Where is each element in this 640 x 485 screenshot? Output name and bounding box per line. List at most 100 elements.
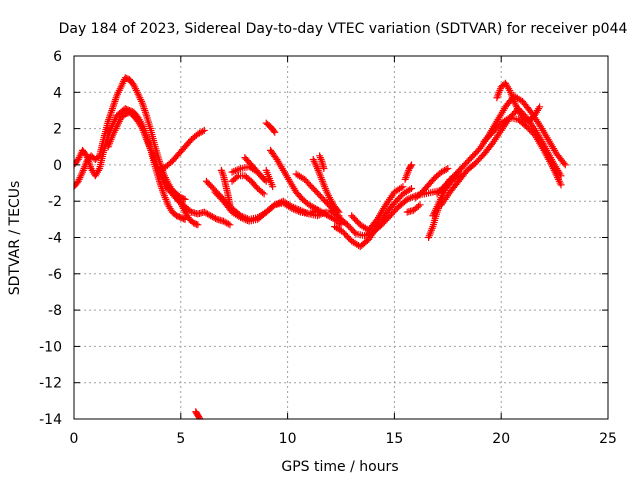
data-point: [305, 210, 313, 218]
x-tick-labels: 0 5 10 15 20 25: [70, 431, 617, 447]
data-point: [260, 190, 268, 198]
data-point: [337, 221, 345, 229]
data-point: [231, 167, 239, 175]
data-point: [405, 195, 413, 203]
axis-ticks: [73, 55, 609, 420]
series-arc-10: [217, 166, 234, 209]
data-point: [360, 232, 368, 240]
data-point: [238, 214, 246, 222]
data-point: [407, 161, 415, 169]
x-tick-label: 20: [492, 431, 510, 447]
data-point: [212, 214, 220, 222]
data-point: [399, 183, 407, 191]
data-point: [233, 166, 241, 174]
data-point: [307, 209, 315, 217]
data-point: [270, 127, 278, 135]
data-point: [200, 126, 208, 134]
data-point: [195, 414, 203, 419]
data-point: [240, 215, 248, 223]
series-arc-16: [309, 155, 343, 216]
x-tick-label: 15: [385, 431, 403, 447]
chart-title: Day 184 of 2023, Sidereal Day-to-day VTE…: [59, 21, 628, 37]
data-point: [295, 207, 303, 215]
data-point: [235, 165, 243, 173]
y-axis-label: SDTVAR / TECUs: [7, 181, 23, 296]
data-point: [407, 162, 415, 170]
series-arc-21: [401, 161, 415, 183]
data-point: [230, 167, 238, 175]
data-point: [237, 214, 245, 222]
data-point: [260, 175, 268, 183]
series-arc-13: [262, 166, 277, 191]
y-tick-label: 2: [53, 122, 62, 138]
y-tick-label: 4: [53, 85, 62, 101]
y-tick-label: -8: [48, 303, 62, 319]
data-point: [194, 221, 202, 229]
data-point: [536, 103, 544, 111]
data-point: [181, 215, 189, 223]
data-point: [180, 195, 188, 203]
y-tick-label: 6: [53, 49, 62, 65]
series-arc-20: [348, 183, 407, 234]
series-arc-12: [262, 119, 279, 136]
x-axis-label: GPS time / hours: [281, 459, 398, 475]
data-point: [233, 173, 241, 181]
series-arc-5: [162, 183, 234, 229]
data-point: [269, 183, 277, 191]
data-point: [362, 231, 370, 239]
data-point: [269, 202, 277, 210]
data-point: [271, 128, 279, 136]
data-point: [242, 216, 250, 224]
series-arc-11: [241, 154, 268, 183]
x-tick-label: 10: [279, 431, 297, 447]
data-point: [561, 161, 569, 169]
data-point: [557, 181, 565, 189]
data-point: [226, 221, 234, 229]
y-tick-label: -14: [39, 412, 62, 428]
y-tick-label: 0: [53, 158, 62, 174]
data-point: [82, 150, 90, 158]
y-tick-label: -2: [48, 194, 62, 210]
data-point: [290, 205, 298, 213]
y-tick-label: -10: [39, 339, 62, 355]
y-tick-label: -6: [48, 267, 62, 283]
data-point: [291, 206, 299, 214]
data-point: [199, 127, 207, 135]
series-arc-28: [480, 114, 565, 189]
data-point: [406, 186, 414, 194]
x-tick-label: 5: [176, 431, 185, 447]
data-point: [224, 220, 232, 228]
series-arc-30: [192, 408, 204, 420]
series-arc-23: [412, 165, 452, 202]
series-arc-17: [316, 152, 328, 173]
data-point: [228, 168, 236, 176]
data-point: [444, 165, 452, 173]
data-point: [414, 202, 422, 210]
data-point: [397, 184, 405, 192]
series-arc-22: [403, 201, 424, 216]
series-arc-14: [267, 146, 345, 229]
data-points: [73, 74, 569, 420]
x-tick-label: 25: [599, 431, 617, 447]
data-point: [180, 215, 188, 223]
data-point: [403, 195, 411, 203]
series-arc-7: [211, 188, 322, 225]
series-arc-9: [228, 172, 268, 198]
data-point: [442, 165, 450, 173]
data-point: [560, 159, 568, 167]
data-point: [293, 207, 301, 215]
data-point: [351, 228, 359, 236]
data-point: [259, 189, 267, 197]
data-point: [416, 201, 424, 209]
y-tick-label: -4: [48, 231, 62, 247]
data-point: [288, 204, 296, 212]
data-point: [259, 174, 267, 182]
y-tick-labels: 6 4 2 0 -2 -4 -6 -8 -10 -12 -14: [39, 49, 62, 428]
data-point: [407, 184, 415, 192]
x-tick-label: 0: [70, 431, 79, 447]
y-tick-label: -12: [39, 376, 62, 392]
series-arc-29: [493, 79, 544, 125]
series-arc-4: [155, 126, 208, 174]
